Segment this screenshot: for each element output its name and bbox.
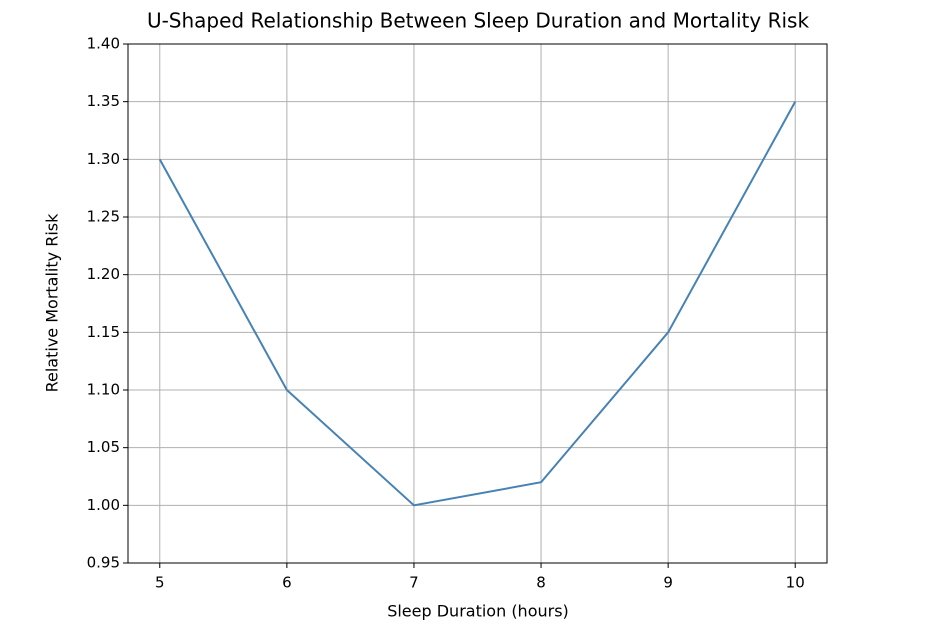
x-tick-label: 10	[786, 574, 805, 592]
x-tick-label: 5	[155, 574, 165, 592]
y-tick-label: 1.35	[87, 92, 120, 110]
x-tick-label: 8	[536, 574, 546, 592]
x-tick-label: 9	[663, 574, 673, 592]
x-tick-label: 6	[282, 574, 292, 592]
y-tick-label: 1.15	[87, 323, 120, 341]
chart-title: U-Shaped Relationship Between Sleep Dura…	[147, 9, 809, 33]
y-tick-label: 1.25	[87, 208, 120, 226]
line	[158, 101, 797, 507]
y-tick-label: 1.00	[87, 496, 120, 514]
x-tick-label: 7	[409, 574, 419, 592]
y-tick-label: 1.40	[87, 35, 120, 53]
plot-frame	[127, 43, 828, 564]
y-tick-label: 1.10	[87, 381, 120, 399]
y-tick-label: 1.20	[87, 265, 120, 283]
y-axis-label: Relative Mortality Risk	[43, 213, 62, 392]
y-tick-label: 1.30	[87, 150, 120, 168]
y-tick-label: 0.95	[87, 554, 120, 572]
x-axis-label: Sleep Duration (hours)	[387, 602, 569, 621]
y-tick-label: 1.05	[87, 438, 120, 456]
